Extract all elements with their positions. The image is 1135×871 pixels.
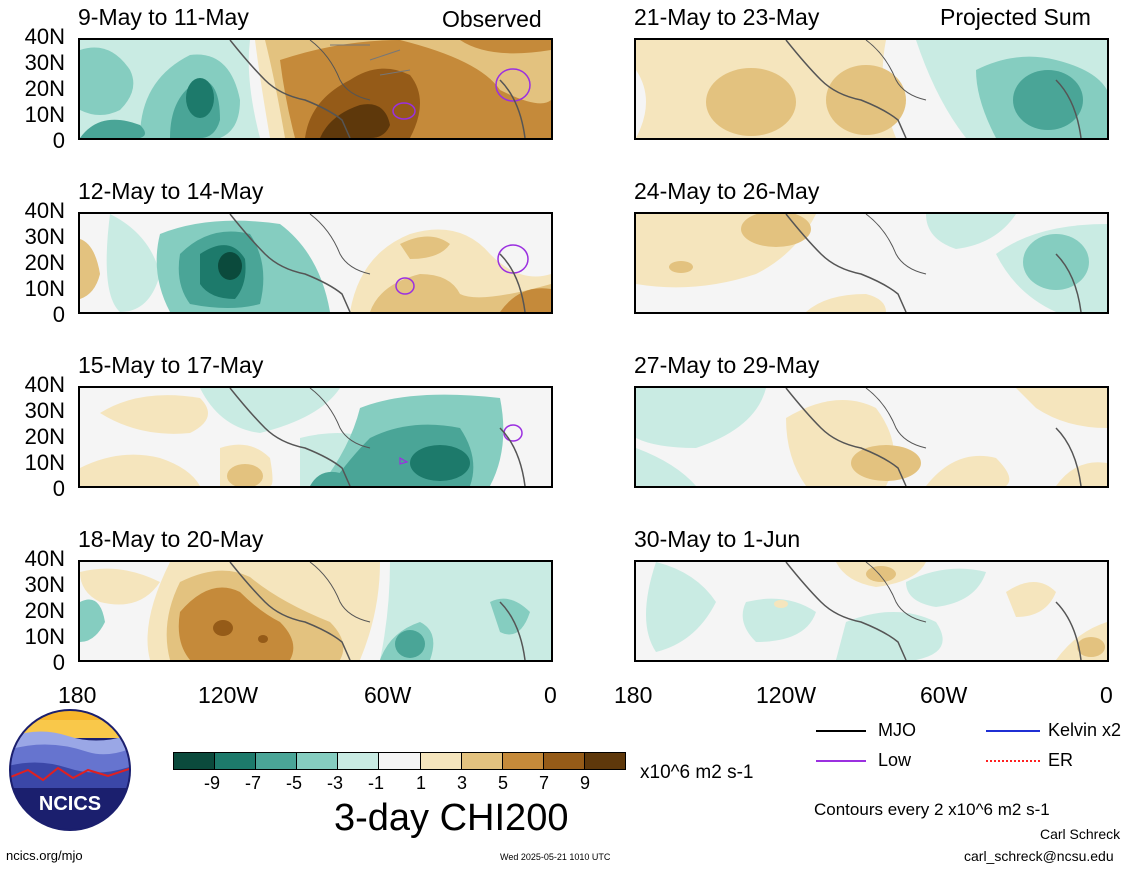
panel-title-6: 18-May to 20-May bbox=[78, 526, 264, 552]
ncics-logo: NCICS bbox=[8, 708, 132, 832]
lon-label: 60W bbox=[920, 682, 968, 708]
lat-label: 30N bbox=[24, 224, 65, 249]
colorbar-swatch bbox=[461, 753, 503, 769]
colorbar-label: -7 bbox=[245, 773, 262, 793]
lat-label: 10N bbox=[24, 624, 65, 649]
chi200-field bbox=[636, 214, 1107, 312]
lat-label: 20N bbox=[24, 598, 65, 623]
lon-label: 120W bbox=[756, 682, 817, 708]
colorbar-swatch bbox=[215, 753, 257, 769]
colorbar-swatch bbox=[420, 753, 462, 769]
lon-label: 0 bbox=[544, 682, 557, 708]
chi200-field bbox=[80, 388, 551, 486]
chi200-field bbox=[636, 40, 1107, 138]
lat-label: 30N bbox=[24, 50, 65, 75]
legend-line-mjo bbox=[816, 729, 866, 732]
panel-title-3: 24-May to 26-May bbox=[634, 178, 820, 204]
legend-item-mjo: MJO bbox=[816, 720, 916, 741]
colorbar-label: -9 bbox=[204, 773, 221, 793]
panel-title-1: 21-May to 23-May bbox=[634, 4, 820, 30]
observed-label: Observed bbox=[442, 6, 542, 32]
legend-label: Kelvin x2 bbox=[1048, 720, 1122, 740]
legend: MJO Kelvin x2 Low ER bbox=[816, 718, 1132, 778]
map-panel-4 bbox=[78, 386, 553, 488]
map-panel-0 bbox=[78, 38, 553, 140]
lat-label: 20N bbox=[24, 76, 65, 101]
lon-label: 60W bbox=[364, 682, 412, 708]
map-panel-3 bbox=[634, 212, 1109, 314]
colorbar-label: 7 bbox=[539, 773, 550, 793]
colorbar-label: 3 bbox=[457, 773, 468, 793]
panel-title-7: 30-May to 1-Jun bbox=[634, 526, 801, 552]
legend-line-er bbox=[986, 759, 1040, 762]
lat-label: 30N bbox=[24, 398, 65, 423]
colorbar-swatch bbox=[379, 753, 421, 769]
colorbar-swatch bbox=[338, 753, 380, 769]
map-panel-5 bbox=[634, 386, 1109, 488]
legend-label: MJO bbox=[878, 720, 916, 740]
lon-label: 120W bbox=[198, 682, 259, 708]
lat-label: 0 bbox=[52, 476, 65, 501]
legend-item-low: Low bbox=[816, 750, 911, 771]
legend-line-kelvin bbox=[986, 729, 1040, 732]
lat-label: 40N bbox=[24, 198, 65, 223]
panel-title-5: 27-May to 29-May bbox=[634, 352, 820, 378]
author-email: carl_schreck@ncsu.edu bbox=[964, 848, 1114, 864]
colorbar-swatch bbox=[584, 753, 626, 769]
legend-label: ER bbox=[1048, 750, 1074, 770]
lon-label: 180 bbox=[614, 682, 653, 708]
chi200-field bbox=[636, 388, 1107, 486]
map-panel-1 bbox=[634, 38, 1109, 140]
legend-item-kelvin: Kelvin x2 bbox=[986, 720, 1121, 741]
logo-text: NCICS bbox=[39, 793, 101, 815]
panel-title-2: 12-May to 14-May bbox=[78, 178, 264, 204]
author-name: Carl Schreck bbox=[1040, 826, 1121, 842]
colorbar-swatch bbox=[174, 753, 216, 769]
colorbar-label: 5 bbox=[498, 773, 509, 793]
lat-label: 0 bbox=[52, 650, 65, 675]
map-panel-2 bbox=[78, 212, 553, 314]
lat-label: 20N bbox=[24, 250, 65, 275]
lat-label: 0 bbox=[52, 302, 65, 327]
lat-label: 10N bbox=[24, 102, 65, 127]
lat-label: 40N bbox=[24, 24, 65, 49]
lat-label: 10N bbox=[24, 276, 65, 301]
legend-item-er: ER bbox=[986, 750, 1073, 771]
colorbar-label: -3 bbox=[327, 773, 344, 793]
colorbar-label: -5 bbox=[286, 773, 303, 793]
colorbar bbox=[173, 752, 626, 770]
colorbar-label: 1 bbox=[416, 773, 427, 793]
lat-label: 30N bbox=[24, 572, 65, 597]
colorbar-units: x10^6 m2 s-1 bbox=[640, 762, 754, 783]
panel-title-4: 15-May to 17-May bbox=[78, 352, 264, 378]
lat-label: 40N bbox=[24, 546, 65, 571]
timestamp: Wed 2025-05-21 1010 UTC bbox=[500, 852, 611, 862]
projected-label: Projected Sum bbox=[940, 4, 1091, 30]
map-panel-7 bbox=[634, 560, 1109, 662]
lat-label: 10N bbox=[24, 450, 65, 475]
lon-label: 0 bbox=[1100, 682, 1113, 708]
colorbar-swatch bbox=[297, 753, 339, 769]
contour-note: Contours every 2 x10^6 m2 s-1 bbox=[814, 800, 1050, 819]
legend-line-low bbox=[816, 759, 866, 762]
panel-title-0: 9-May to 11-May bbox=[78, 4, 249, 30]
lon-label: 180 bbox=[58, 682, 97, 708]
chi200-field bbox=[80, 214, 551, 312]
map-panel-6 bbox=[78, 560, 553, 662]
main-title: 3-day CHI200 bbox=[334, 797, 569, 839]
chi200-field bbox=[80, 40, 551, 138]
lat-label: 20N bbox=[24, 424, 65, 449]
colorbar-label: 9 bbox=[580, 773, 591, 793]
legend-label: Low bbox=[878, 750, 912, 770]
lat-label: 40N bbox=[24, 372, 65, 397]
website-link[interactable]: ncics.org/mjo bbox=[6, 848, 83, 863]
colorbar-swatch bbox=[256, 753, 298, 769]
colorbar-label: -1 bbox=[368, 773, 385, 793]
chi200-field bbox=[80, 562, 551, 660]
colorbar-swatch bbox=[502, 753, 544, 769]
colorbar-swatch bbox=[543, 753, 585, 769]
chi200-field bbox=[636, 562, 1107, 660]
lat-label: 0 bbox=[52, 128, 65, 153]
